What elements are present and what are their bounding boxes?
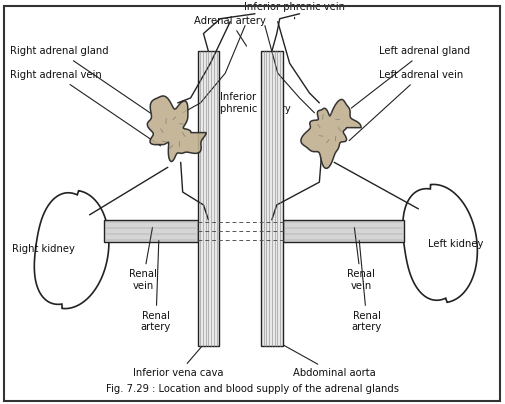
Text: Right adrenal gland: Right adrenal gland	[10, 46, 150, 113]
Text: Renal
artery: Renal artery	[140, 240, 171, 332]
Text: Right adrenal vein: Right adrenal vein	[10, 70, 160, 146]
Bar	[282, 220, 403, 242]
Polygon shape	[147, 96, 206, 162]
Text: Left adrenal vein: Left adrenal vein	[348, 70, 462, 141]
Text: Right kidney: Right kidney	[12, 244, 75, 255]
Polygon shape	[34, 191, 109, 309]
Text: Abdominal aorta: Abdominal aorta	[274, 340, 375, 378]
Text: Renal
vein: Renal vein	[129, 227, 157, 291]
Polygon shape	[300, 99, 361, 168]
Text: Left adrenal gland: Left adrenal gland	[350, 46, 469, 108]
Bar	[104, 220, 197, 242]
Text: Inferior vena cava: Inferior vena cava	[133, 341, 224, 378]
Bar	[261, 51, 282, 345]
Text: Renal
artery: Renal artery	[351, 240, 381, 332]
Text: Inferior phrenic vein: Inferior phrenic vein	[243, 2, 344, 19]
Text: Renal
vein: Renal vein	[346, 227, 374, 291]
Text: Fig. 7.29 : Location and blood supply of the adrenal glands: Fig. 7.29 : Location and blood supply of…	[106, 384, 399, 394]
Text: Inferior
phrenic artery: Inferior phrenic artery	[220, 92, 290, 114]
Text: Left kidney: Left kidney	[428, 238, 483, 248]
Bar	[197, 51, 219, 345]
Text: Adrenal artery: Adrenal artery	[194, 16, 266, 46]
Polygon shape	[402, 185, 476, 302]
